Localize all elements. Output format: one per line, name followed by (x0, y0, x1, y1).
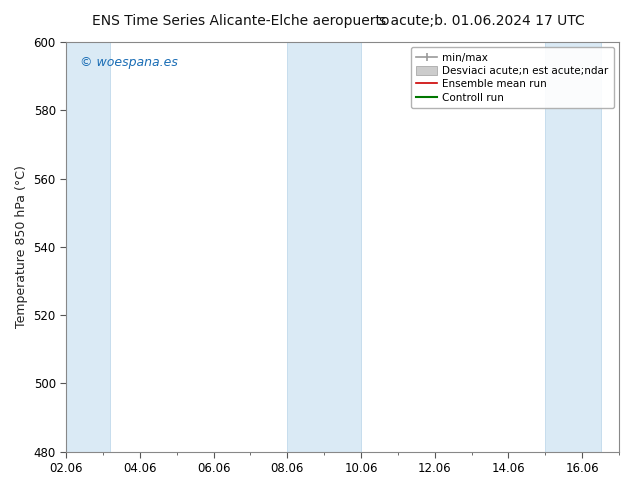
Bar (66, 42, 110, 452)
Bar (545, 42, 600, 452)
Y-axis label: Temperature 850 hPa (°C): Temperature 850 hPa (°C) (15, 166, 28, 328)
Text: s acute;b. 01.06.2024 17 UTC: s acute;b. 01.06.2024 17 UTC (379, 14, 585, 28)
Legend: min/max, Desviaci acute;n est acute;ndar, Ensemble mean run, Controll run: min/max, Desviaci acute;n est acute;ndar… (411, 47, 614, 108)
Text: ENS Time Series Alicante-Elche aeropuerto: ENS Time Series Alicante-Elche aeropuert… (92, 14, 390, 28)
Bar (287, 42, 361, 452)
Text: © woespana.es: © woespana.es (80, 56, 178, 70)
